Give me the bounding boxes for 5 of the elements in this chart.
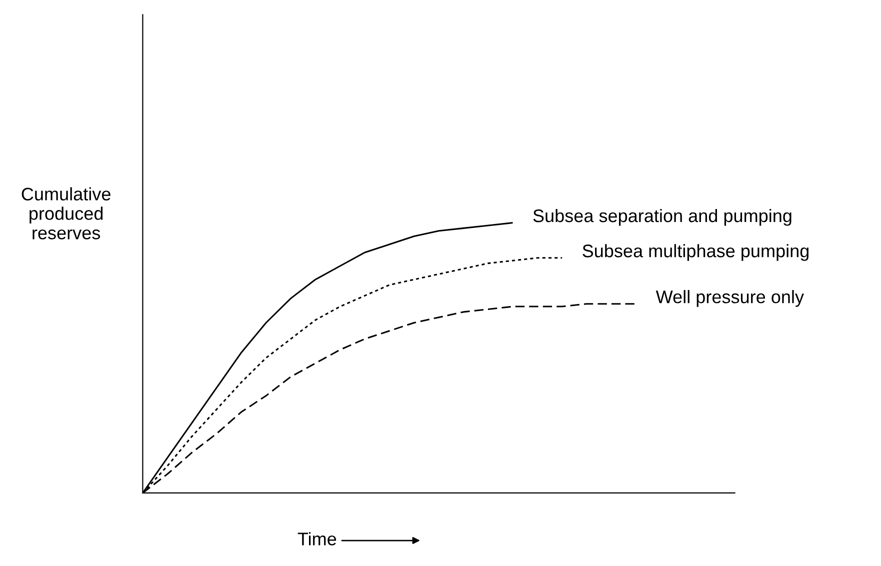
series-label: Subsea separation and pumping — [533, 208, 792, 226]
series-label: Subsea multiphase pumping — [582, 244, 808, 261]
y-axis-title: Cumulative produced reserves — [22, 187, 110, 240]
series-label: Well pressure only — [656, 290, 804, 307]
x-axis-title: Time — [298, 532, 336, 546]
